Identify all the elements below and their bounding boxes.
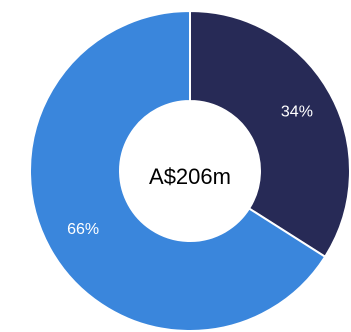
value-label: 34%	[281, 103, 313, 120]
slice	[29, 9, 327, 332]
center-label: A$206m	[149, 164, 231, 189]
value-label: 66%	[67, 221, 99, 238]
slice	[189, 9, 351, 259]
